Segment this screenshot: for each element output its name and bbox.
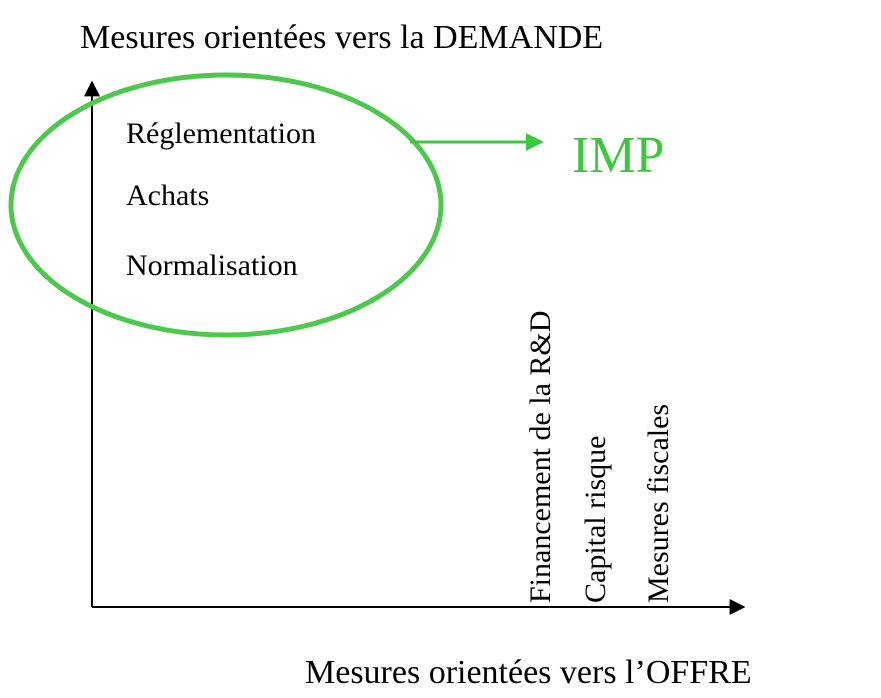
- demand-item: Normalisation: [126, 249, 298, 282]
- x-axis-title: Mesures orientées vers l’OFFRE: [305, 654, 752, 691]
- supply-item: Mesures fiscales: [642, 404, 675, 603]
- supply-item: Capital risque: [579, 436, 612, 603]
- highlight-ellipse: [8, 72, 444, 338]
- demand-item: Achats: [126, 179, 209, 212]
- supply-item: Financement de la R&D: [524, 311, 557, 603]
- y-axis-title: Mesures orientées vers la DEMANDE: [80, 19, 603, 56]
- highlight-label: IMP: [572, 127, 664, 184]
- demand-item: Réglementation: [126, 117, 316, 150]
